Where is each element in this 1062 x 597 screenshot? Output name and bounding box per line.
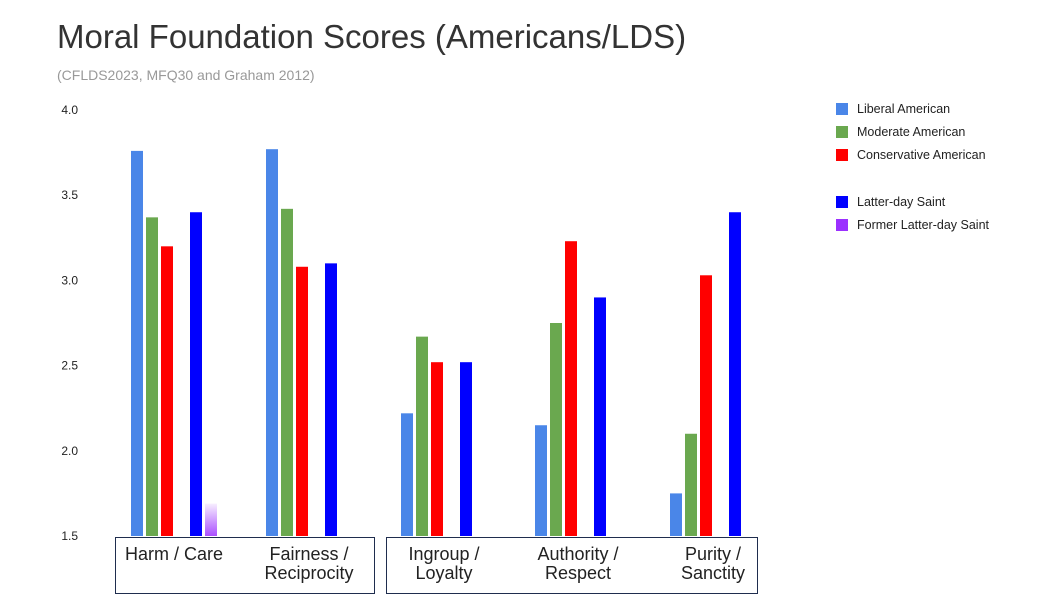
legend-label: Latter-day Saint xyxy=(857,195,946,209)
x-category-label-line: Authority / xyxy=(537,544,619,564)
legend-item: Latter-day Saint xyxy=(836,194,945,210)
bar-conservative-american-1 xyxy=(296,266,308,536)
y-tick-label: 2.5 xyxy=(61,359,78,373)
y-tick-label: 1.5 xyxy=(61,529,78,543)
bar-moderate-american-4 xyxy=(685,433,697,536)
bar-latter-day-saint-2 xyxy=(460,362,472,536)
bar-liberal-american-3 xyxy=(535,425,547,536)
legend-label: Liberal American xyxy=(857,102,951,116)
bar-conservative-american-3 xyxy=(565,241,577,536)
x-category-label: Fairness / Reciprocity xyxy=(239,545,379,583)
y-tick-label: 2.0 xyxy=(61,444,78,458)
y-tick-label: 4.0 xyxy=(61,103,78,117)
bar-liberal-american-4 xyxy=(670,493,682,536)
bar-latter-day-saint-3 xyxy=(594,297,606,536)
bar-liberal-american-1 xyxy=(266,149,278,536)
x-category-label-line: Purity / xyxy=(684,544,741,564)
legend-item: Liberal American xyxy=(836,101,950,117)
bar-former-latter-day-saint-0 xyxy=(205,503,217,536)
bar-conservative-american-0 xyxy=(161,246,173,536)
y-tick-label: 3.0 xyxy=(61,273,78,287)
category-box xyxy=(386,537,758,594)
legend-label: Moderate American xyxy=(857,125,966,139)
legend-item: Former Latter-day Saint xyxy=(836,217,989,233)
bar-latter-day-saint-1 xyxy=(325,263,337,536)
x-category-label: Ingroup / Loyalty xyxy=(374,545,514,583)
bar-liberal-american-0 xyxy=(131,150,143,536)
y-tick-label: 3.5 xyxy=(61,188,78,202)
bar-liberal-american-2 xyxy=(401,413,413,536)
bar-latter-day-saint-4 xyxy=(729,212,741,537)
x-category-label-line: Sanctity xyxy=(680,563,746,583)
bar-latter-day-saint-0 xyxy=(190,212,202,537)
x-category-label-line: Harm / Care xyxy=(124,544,223,564)
chart-title: Moral Foundation Scores (Americans/LDS) xyxy=(57,18,687,55)
legend-item: Conservative American xyxy=(836,147,986,163)
legend-swatch xyxy=(836,103,848,115)
bars xyxy=(131,149,741,537)
bar-conservative-american-4 xyxy=(700,275,712,536)
x-category-label-line: Loyalty xyxy=(415,563,473,583)
legend-label: Conservative American xyxy=(857,148,986,162)
x-category-label-line: Respect xyxy=(544,563,612,583)
legend-swatch xyxy=(836,219,848,231)
legend-item: Moderate American xyxy=(836,124,965,140)
x-category-label-line: Ingroup / xyxy=(408,544,480,564)
x-category-label-line: Reciprocity xyxy=(264,563,354,583)
x-category-label: Purity / Sanctity xyxy=(643,545,783,583)
bar-moderate-american-0 xyxy=(146,217,158,537)
category-box xyxy=(115,537,375,594)
y-axis-ticks: 1.5 2.0 2.5 3.0 3.5 4.0 xyxy=(61,103,78,543)
x-category-label: Harm / Care xyxy=(104,545,244,564)
bar-conservative-american-2 xyxy=(431,362,443,536)
legend-label: Former Latter-day Saint xyxy=(857,218,989,232)
bar-moderate-american-1 xyxy=(281,208,293,536)
bar-moderate-american-3 xyxy=(550,323,562,536)
legend-swatch xyxy=(836,149,848,161)
x-category-label: Authority / Respect xyxy=(508,545,648,583)
bar-moderate-american-2 xyxy=(416,336,428,536)
chart-subtitle: (CFLDS2023, MFQ30 and Graham 2012) xyxy=(57,67,315,83)
legend-swatch xyxy=(836,196,848,208)
legend-swatch xyxy=(836,126,848,138)
x-category-label-line: Fairness / xyxy=(269,544,349,564)
